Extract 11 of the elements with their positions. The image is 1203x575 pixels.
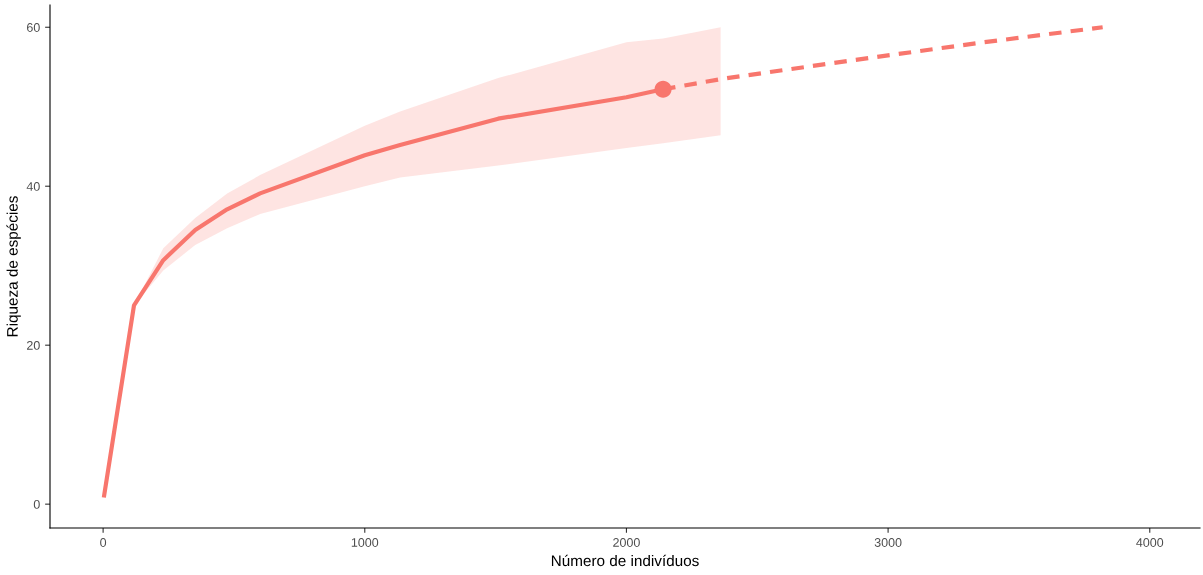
x-tick-label: 4000 [1136,538,1164,547]
x-axis-title: Número de indivíduos [551,554,699,567]
y-tick-label: 20 [27,340,40,350]
y-tick-label: 40 [26,182,40,191]
y-axis-title: Riqueza de espécies [6,196,21,337]
x-tick-label: 0 [100,538,107,547]
x-tick-label: 2000 [613,538,640,547]
x-tick-label: 3000 [874,538,902,547]
y-tick-label: 60 [27,23,40,32]
x-tick-label: 1000 [351,538,379,547]
y-tick-label: 0 [33,499,40,509]
